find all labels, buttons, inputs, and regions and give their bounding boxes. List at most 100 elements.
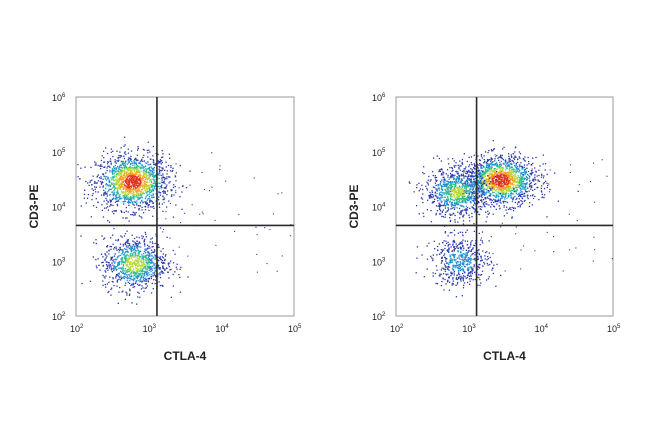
event-point-1 [132, 168, 134, 170]
event-point-2 [447, 158, 449, 160]
event-point-1 [503, 179, 505, 181]
event-point-1 [486, 164, 488, 167]
event-point-1 [134, 165, 136, 167]
event-point-2 [113, 259, 115, 261]
y-tick-label: 105 [52, 148, 66, 158]
plot-frame [75, 96, 295, 317]
event-point-1 [172, 186, 175, 189]
event-point-2 [135, 281, 137, 283]
event-point-2 [110, 287, 113, 289]
event-point-1 [540, 187, 543, 190]
event-point-1 [483, 158, 485, 161]
event-point-1 [503, 200, 505, 202]
event-point-2 [450, 202, 452, 204]
event-point-1 [148, 196, 150, 198]
event-point-1 [147, 178, 149, 180]
event-point-1 [503, 163, 505, 165]
event-point-1 [493, 191, 495, 193]
event-point-1 [149, 179, 151, 182]
event-point-1 [511, 166, 513, 168]
event-point-1 [132, 174, 134, 177]
event-point-2 [147, 259, 149, 262]
event-point-1 [508, 181, 510, 183]
event-point-1 [140, 195, 143, 197]
event-point-2 [436, 190, 438, 192]
event-point-2 [480, 182, 482, 184]
event-point-1 [468, 192, 470, 195]
event-point-1 [114, 189, 116, 191]
event-point-1 [477, 192, 479, 194]
event-point-1 [514, 146, 517, 148]
event-point-2 [462, 196, 464, 198]
event-point-2 [466, 190, 469, 192]
event-point-1 [123, 152, 126, 154]
event-point-1 [133, 160, 135, 162]
event-point-1 [127, 183, 130, 186]
event-point-2 [126, 275, 129, 277]
event-point-1 [459, 178, 461, 180]
event-point-2 [482, 192, 484, 195]
event-point-1 [491, 162, 493, 164]
event-point-1 [491, 184, 493, 186]
event-point-2 [104, 237, 106, 239]
event-point-2 [459, 186, 461, 188]
event-point-2 [456, 192, 458, 194]
event-point-1 [527, 160, 530, 163]
event-point-2 [467, 194, 469, 197]
event-point-2 [463, 195, 465, 197]
event-point-2 [436, 179, 438, 182]
event-point-1 [498, 175, 501, 178]
event-point-2 [440, 160, 443, 162]
event-point-1 [126, 179, 128, 181]
event-point-1 [510, 154, 512, 156]
event-point-1 [466, 192, 468, 194]
event-point-2 [179, 268, 181, 271]
event-point-1 [115, 191, 117, 193]
event-point-1 [163, 182, 165, 184]
event-point-1 [152, 161, 154, 163]
event-point-1 [151, 200, 153, 203]
event-point-2 [436, 192, 438, 195]
event-point-1 [472, 176, 474, 178]
event-point-1 [493, 180, 495, 182]
event-point-1 [499, 172, 501, 174]
event-point-1 [508, 164, 510, 166]
event-point-2 [106, 265, 108, 267]
event-point-1 [168, 200, 170, 202]
event-point-1 [120, 186, 122, 189]
event-point-2 [142, 270, 144, 272]
event-point-2 [109, 245, 111, 248]
event-point-2 [140, 260, 142, 263]
event-point-2 [468, 198, 471, 200]
event-point-2 [151, 273, 153, 276]
event-point-1 [509, 179, 512, 181]
event-point-1 [111, 187, 114, 189]
event-point-1 [127, 188, 129, 190]
event-point-2 [450, 183, 452, 186]
event-point-1 [498, 167, 500, 170]
event-point-2 [164, 259, 166, 261]
event-point-1 [525, 175, 527, 178]
event-point-2 [153, 267, 155, 269]
event-point-2 [126, 250, 128, 253]
event-point-1 [169, 181, 171, 183]
event-point-2 [163, 267, 165, 270]
event-point-1 [137, 191, 139, 193]
event-point-sparse [191, 204, 193, 206]
event-point-1 [521, 179, 523, 181]
event-point-1 [169, 170, 172, 172]
event-point-2 [451, 204, 453, 207]
event-point-2 [150, 267, 153, 269]
event-point-1 [152, 155, 154, 157]
event-point-2 [147, 261, 149, 263]
event-point-2 [469, 171, 471, 173]
event-point-2 [457, 197, 459, 200]
event-point-2 [138, 284, 140, 287]
event-point-2 [470, 192, 472, 194]
event-point-1 [100, 177, 102, 180]
event-point-2 [92, 256, 94, 258]
event-point-2 [440, 172, 443, 175]
event-point-1 [522, 185, 524, 188]
event-point-1 [152, 168, 155, 171]
event-point-2 [112, 243, 114, 245]
